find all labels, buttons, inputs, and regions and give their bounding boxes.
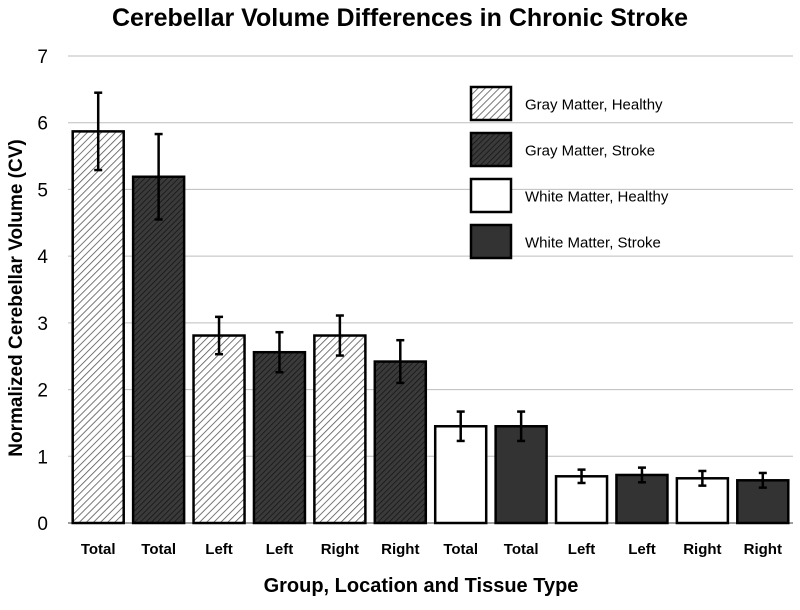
error-bar — [577, 468, 586, 485]
legend-entry: Gray Matter, Stroke — [469, 131, 655, 168]
x-tick-label: Left — [205, 541, 233, 558]
bar — [71, 130, 125, 525]
y-tick-label: 1 — [37, 447, 48, 468]
y-tick-label: 6 — [37, 114, 48, 135]
x-axis-label: Group, Location and Tissue Type — [264, 575, 579, 597]
bar — [373, 360, 428, 525]
y-tick-label: 0 — [37, 514, 48, 535]
legend-swatch — [469, 223, 513, 260]
legend: Gray Matter, Healthy Gray Matter, Stroke W… — [469, 85, 669, 260]
x-tick-label: Total — [141, 541, 176, 558]
y-axis-label: Normalized Cerebellar Volume (CV) — [6, 139, 27, 456]
bars — [71, 130, 790, 525]
bar — [252, 350, 307, 525]
legend-entry: White Matter, Stroke — [469, 223, 661, 260]
legend-entry: White Matter, Healthy — [469, 177, 669, 214]
error-bar — [456, 410, 465, 443]
x-tick-label: Left — [266, 541, 294, 558]
y-tick-label: 5 — [37, 180, 48, 201]
legend-swatch — [469, 177, 513, 214]
error-bar — [396, 338, 405, 385]
x-tick-label: Left — [568, 541, 596, 558]
x-tick-label: Right — [321, 541, 359, 558]
x-tick-label: Right — [683, 541, 721, 558]
error-bar — [94, 91, 103, 172]
error-bar — [758, 471, 767, 489]
legend-swatch — [469, 131, 513, 168]
y-tick-label: 2 — [37, 381, 48, 402]
x-tick-label: Total — [81, 541, 116, 558]
y-tick-label: 7 — [37, 47, 48, 68]
gridlines — [68, 55, 793, 524]
legend-label: Gray Matter, Stroke — [525, 143, 655, 160]
x-tick-label: Right — [744, 541, 782, 558]
x-tick-label: Right — [381, 541, 419, 558]
legend-label: White Matter, Healthy — [525, 189, 669, 206]
error-bar — [335, 314, 344, 357]
legend-label: Gray Matter, Healthy — [525, 97, 663, 114]
error-bar — [154, 132, 163, 221]
legend-label: White Matter, Stroke — [525, 235, 661, 252]
x-tick-label: Total — [443, 541, 478, 558]
x-axis-ticks: Total Total Left Left Right Right Total Total Le… — [81, 541, 782, 558]
error-bar — [698, 469, 707, 487]
legend-entry: Gray Matter, Healthy — [469, 85, 663, 122]
error-bars — [94, 91, 767, 489]
bar — [313, 334, 367, 525]
bar — [494, 425, 548, 525]
bar — [192, 334, 246, 525]
bar — [433, 425, 488, 525]
error-bar — [275, 330, 284, 374]
x-tick-label: Total — [504, 541, 539, 558]
y-tick-label: 3 — [37, 314, 48, 335]
error-bar — [637, 466, 646, 484]
error-bar — [517, 410, 526, 443]
bar — [131, 175, 186, 525]
legend-swatch — [469, 85, 513, 122]
error-bar — [215, 315, 224, 356]
y-tick-label: 4 — [37, 247, 48, 268]
chart-title: Cerebellar Volume Differences in Chronic… — [112, 4, 688, 32]
y-axis-ticks: 0 1 2 3 4 5 6 7 — [37, 47, 48, 535]
x-tick-label: Left — [628, 541, 656, 558]
